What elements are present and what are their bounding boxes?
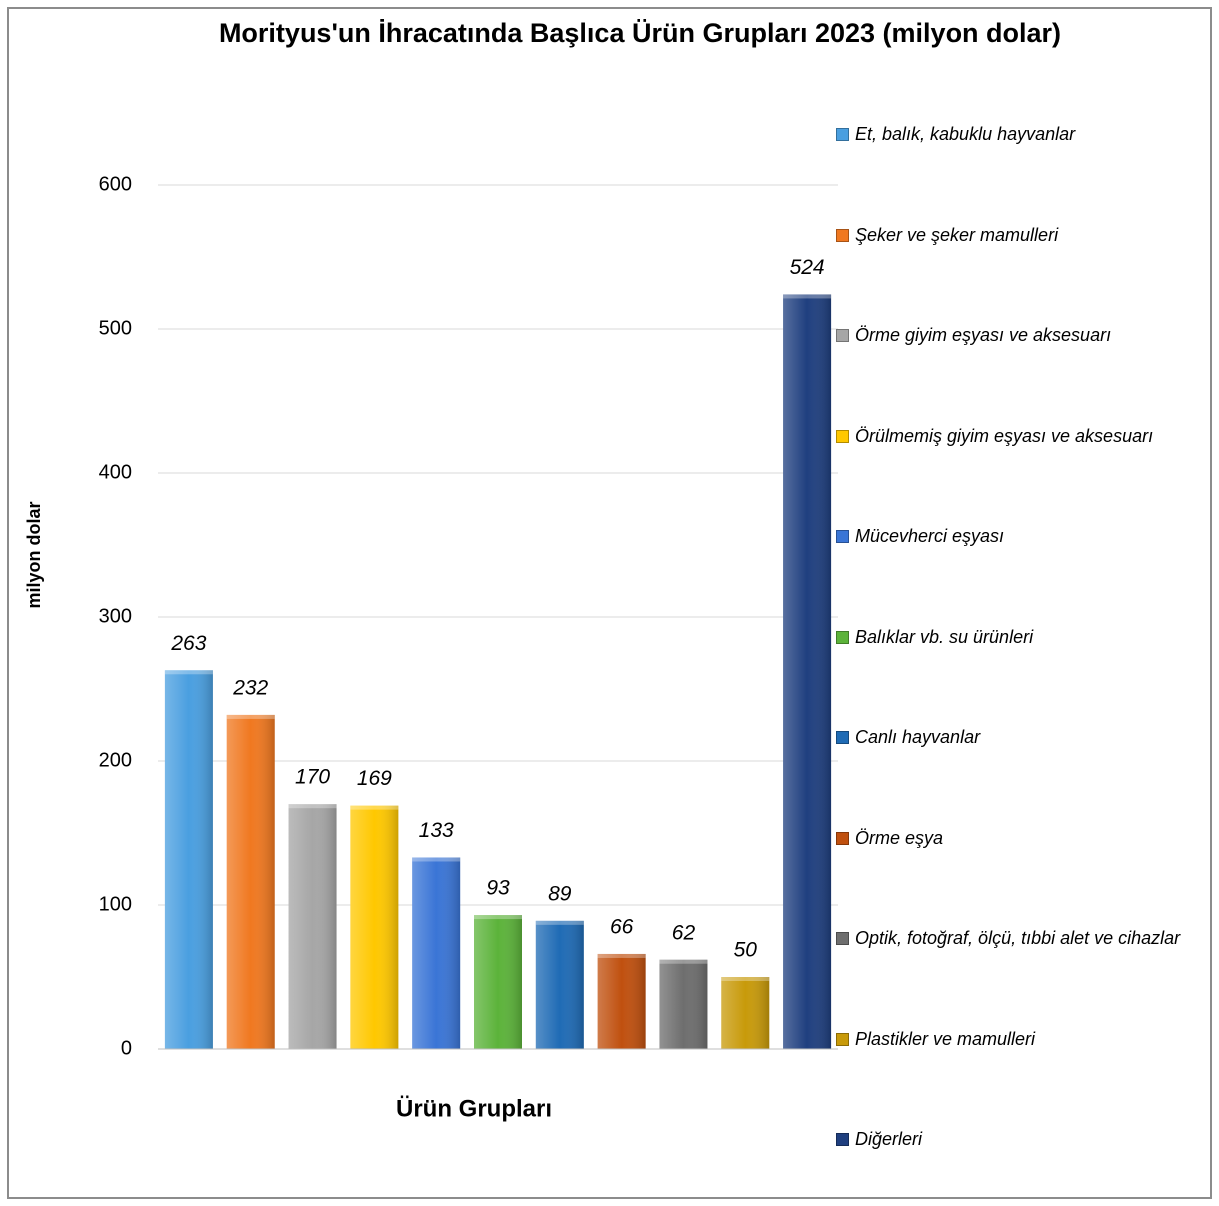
- legend-label: Örülmemiş giyim eşyası ve aksesuarı: [855, 425, 1154, 446]
- legend-item: Plastikler ve mamulleri: [836, 1025, 1211, 1054]
- y-tick-label: 100: [99, 893, 132, 915]
- data-label: 50: [734, 939, 758, 962]
- chart-title: Morityus'un İhracatında Başlıca Ürün Gru…: [219, 18, 1061, 48]
- data-label: 66: [610, 916, 634, 939]
- data-label: 169: [357, 767, 392, 790]
- legend-item: Örme giyim eşyası ve aksesuarı: [836, 321, 1211, 350]
- bar-cap: [721, 977, 770, 981]
- bar-cap: [412, 857, 461, 862]
- bar-shade: [659, 959, 708, 1049]
- legend-swatch: [836, 1133, 849, 1146]
- x-axis-title: Ürün Grupları: [396, 1095, 552, 1122]
- data-label: 170: [295, 766, 330, 789]
- bar-cap: [350, 805, 399, 810]
- bar-shade: [783, 294, 832, 1049]
- legend-label: Örme eşya: [855, 827, 944, 848]
- legend-label: Optik, fotoğraf, ölçü, tıbbi alet ve cih…: [855, 928, 1181, 948]
- bar-cap: [659, 959, 708, 964]
- bar-shade: [288, 804, 337, 1049]
- bar-cap: [226, 714, 275, 719]
- y-axis-title: milyon dolar: [24, 501, 44, 608]
- legend-label: Plastikler ve mamulleri: [855, 1028, 1036, 1049]
- legend-swatch: [836, 731, 849, 744]
- data-label: 263: [170, 632, 206, 655]
- legend-swatch: [836, 932, 849, 945]
- legend-item: Diğerleri: [836, 1125, 1211, 1154]
- data-label: 89: [548, 882, 572, 905]
- y-tick-label: 300: [99, 605, 132, 627]
- legend-item: Şeker ve şeker mamulleri: [836, 221, 1211, 250]
- bar-shade: [535, 920, 584, 1049]
- legend-label: Balıklar vb. su ürünleri: [855, 626, 1034, 647]
- legend-swatch: [836, 630, 849, 644]
- bar-shade: [350, 805, 399, 1049]
- legend-swatch: [836, 1032, 849, 1046]
- bar-cap: [535, 920, 584, 925]
- legend-label: Et, balık, kabuklu hayvanlar: [855, 124, 1076, 144]
- data-label: 524: [790, 256, 825, 279]
- legend-label: Mücevherci eşyası: [855, 526, 1005, 546]
- data-label: 232: [232, 676, 268, 699]
- bar-shade: [164, 670, 213, 1049]
- data-label: 133: [419, 819, 454, 842]
- legend-item: Canlı hayvanlar: [836, 723, 1211, 752]
- legend-item: Örülmemiş giyim eşyası ve aksesuarı: [836, 422, 1211, 451]
- legend-item: Et, balık, kabuklu hayvanlar: [836, 120, 1211, 149]
- bar-shade: [474, 915, 522, 1049]
- bar-shade: [412, 857, 461, 1049]
- y-tick-label: 200: [99, 749, 132, 771]
- legend-item: Balıklar vb. su ürünleri: [836, 623, 1211, 652]
- bar-shade: [721, 977, 770, 1049]
- legend-label: Şeker ve şeker mamulleri: [855, 224, 1059, 245]
- legend-swatch: [836, 429, 849, 443]
- legend-item: Mücevherci eşyası: [836, 522, 1211, 551]
- bar-shade: [226, 714, 275, 1049]
- y-tick-label: 500: [99, 317, 132, 339]
- legend-swatch: [836, 530, 849, 543]
- bar-shade: [597, 953, 646, 1049]
- data-label: 62: [672, 921, 696, 944]
- bar-cap: [474, 915, 522, 920]
- legend-swatch: [836, 329, 849, 342]
- bar-cap: [164, 670, 213, 675]
- y-tick-label: 400: [99, 461, 132, 483]
- y-tick-label: 600: [99, 173, 132, 195]
- bar-cap: [783, 294, 832, 299]
- bar-cap: [288, 804, 337, 809]
- legend-label: Örme giyim eşyası ve aksesuarı: [855, 325, 1112, 345]
- legend-swatch: [836, 831, 849, 845]
- legend-item: Örme eşya: [836, 824, 1211, 853]
- legend-swatch: [836, 228, 849, 242]
- data-label: 93: [486, 877, 510, 900]
- legend-label: Diğerleri: [855, 1129, 923, 1149]
- legend-swatch: [836, 128, 849, 141]
- y-tick-label: 0: [121, 1037, 132, 1059]
- legend-label: Canlı hayvanlar: [855, 727, 981, 747]
- bar-cap: [597, 953, 646, 958]
- legend-item: Optik, fotoğraf, ölçü, tıbbi alet ve cih…: [836, 924, 1211, 953]
